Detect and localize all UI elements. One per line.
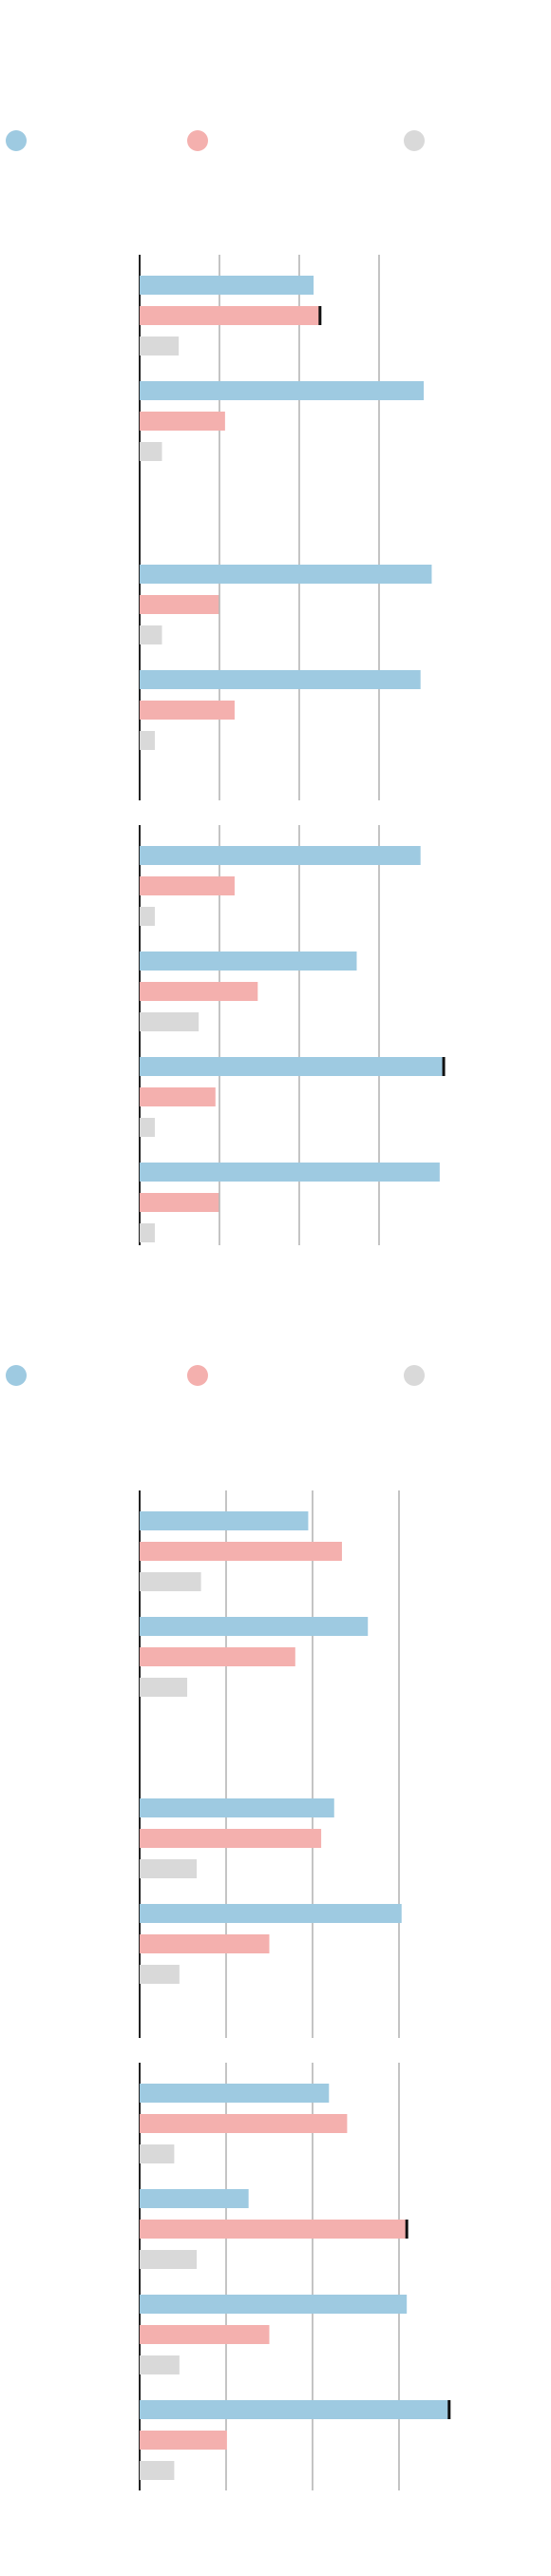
bar-chart2-group1-cat2-series2	[140, 1647, 295, 1666]
bar-chart1-group3-cat1-series2	[140, 876, 235, 895]
bar-chart2-group3-cat4-series3	[140, 2461, 175, 2480]
bar-chart1-group1-cat1-series3	[140, 336, 180, 356]
bar-chart2-group3-cat3-series2	[140, 2325, 270, 2344]
bar-chart2-group1-cat1-series1	[140, 1511, 309, 1530]
bar-chart1-group1-cat2-series1	[140, 381, 425, 400]
bar-chart2-group3-cat3-series1	[140, 2295, 408, 2314]
bar-chart2-group2-cat1-series2	[140, 1829, 322, 1848]
legend-dot-1	[6, 1365, 27, 1386]
bar-chart1-group1-cat1-series1	[140, 276, 314, 295]
bar-chart1-group1-cat1-series2	[140, 306, 320, 325]
bar-chart2-group1-cat2-series3	[140, 1678, 188, 1697]
bar-chart2-group2-cat1-series3	[140, 1859, 198, 1878]
bar-chart2-group1-cat1-series2	[140, 1542, 342, 1561]
bar-chart1-group3-cat3-series2	[140, 1087, 216, 1106]
bar-chart2-group3-cat1-series1	[140, 2084, 330, 2103]
bar-chart1-group1-cat2-series3	[140, 442, 162, 461]
bar-chart1-group2-cat2-series1	[140, 670, 421, 689]
bar-chart1-group2-cat2-series2	[140, 701, 235, 720]
bar-chart2-group3-cat1-series3	[140, 2144, 175, 2163]
bar-chart1-group2-cat1-series1	[140, 565, 432, 584]
bar-chart2-group3-cat4-series2	[140, 2431, 227, 2450]
bar-chart1-group3-cat4-series3	[140, 1223, 155, 1242]
bar-chart2-group2-cat2-series2	[140, 1934, 270, 1953]
bar-chart2-group3-cat4-series1	[140, 2400, 449, 2419]
legend-dot-3	[404, 130, 425, 151]
bar-chart1-group3-cat3-series3	[140, 1118, 155, 1137]
bar-chart2-group2-cat1-series1	[140, 1798, 334, 1817]
legend-dot-2	[187, 1365, 208, 1386]
legend-dot-1	[6, 130, 27, 151]
bar-chart2-group2-cat2-series3	[140, 1965, 180, 1984]
bar-chart1-group1-cat2-series2	[140, 412, 225, 431]
bar-chart1-group3-cat2-series1	[140, 952, 357, 971]
bar-chart2-group2-cat2-series1	[140, 1904, 402, 1923]
bar-chart2-group3-cat1-series2	[140, 2114, 348, 2133]
bar-chart2-group3-cat2-series3	[140, 2250, 198, 2269]
bar-chart2-group1-cat2-series1	[140, 1617, 369, 1636]
bar-chart2-group3-cat2-series1	[140, 2189, 249, 2208]
bar-chart1-group3-cat2-series3	[140, 1012, 200, 1031]
bar-chart2-group1-cat1-series3	[140, 1572, 201, 1591]
bar-chart1-group2-cat2-series3	[140, 731, 155, 750]
legend-dot-3	[404, 1365, 425, 1386]
bar-chart1-group2-cat1-series3	[140, 625, 162, 644]
bar-chart1-group3-cat4-series2	[140, 1193, 219, 1212]
bar-chart1-group3-cat4-series1	[140, 1163, 440, 1182]
bar-chart1-group3-cat2-series2	[140, 982, 258, 1001]
bar-chart1-group3-cat1-series1	[140, 846, 421, 865]
bar-chart1-group3-cat3-series1	[140, 1057, 445, 1076]
bar-chart2-group3-cat2-series2	[140, 2220, 408, 2239]
bar-chart1-group3-cat1-series3	[140, 907, 155, 926]
legend-dot-2	[187, 130, 208, 151]
bar-chart1-group2-cat1-series2	[140, 595, 219, 614]
bar-chart2-group3-cat3-series3	[140, 2355, 180, 2374]
